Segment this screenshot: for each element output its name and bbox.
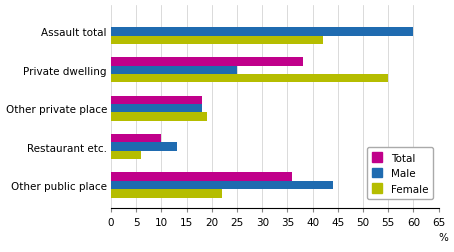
- Bar: [111, 190, 222, 198]
- Bar: [111, 96, 202, 105]
- Legend: Total, Male, Female: Total, Male, Female: [367, 148, 434, 199]
- Bar: [111, 58, 302, 66]
- Bar: [111, 134, 162, 143]
- Text: %: %: [439, 233, 449, 242]
- Bar: [111, 28, 414, 37]
- Bar: [111, 113, 207, 121]
- Bar: [111, 181, 333, 190]
- Bar: [111, 143, 177, 151]
- Bar: [111, 151, 141, 160]
- Bar: [111, 66, 237, 75]
- Bar: [111, 173, 292, 181]
- Bar: [111, 37, 323, 45]
- Bar: [111, 75, 388, 83]
- Bar: [111, 105, 202, 113]
